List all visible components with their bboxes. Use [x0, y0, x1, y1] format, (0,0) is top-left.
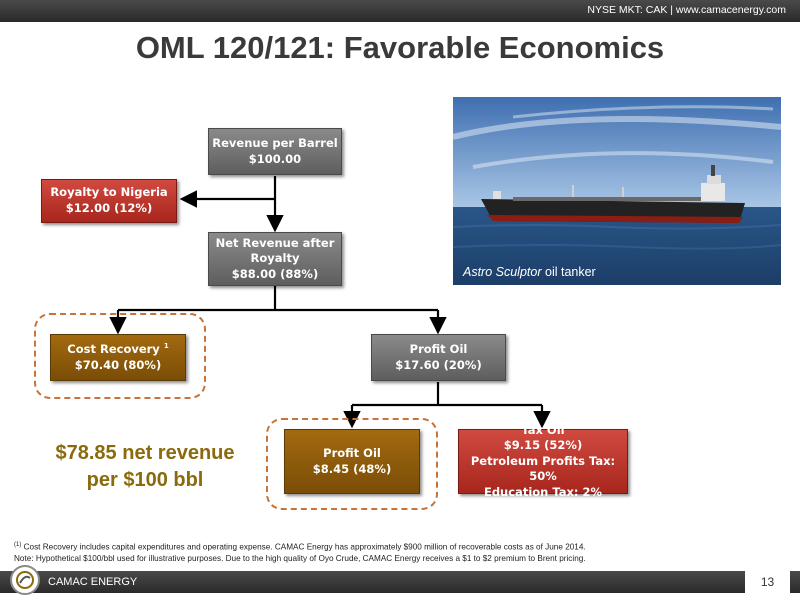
revenue-per-barrel-box: Revenue per Barrel $100.00 [208, 128, 342, 175]
cost-recovery-highlight [34, 313, 206, 399]
footnote-1: (1) Cost Recovery includes capital expen… [14, 542, 586, 552]
ticker-text: NYSE MKT: CAK | www.camacenergy.com [587, 4, 786, 16]
royalty-box: Royalty to Nigeria $12.00 (12%) [41, 179, 177, 223]
profit-oil-box: Profit Oil $17.60 (20%) [371, 334, 506, 381]
footnote-note: Note: Hypothetical $100/bbl used for ill… [14, 553, 586, 563]
net-revenue-summary: $78.85 net revenue per $100 bbl [55, 442, 235, 491]
tanker-photo: Astro Sculptor oil tanker [453, 97, 781, 285]
contractor-profit-oil-box: Profit Oil $8.45 (48%) [284, 429, 420, 494]
company-name: CAMAC ENERGY [48, 576, 138, 588]
contractor-profit-highlight [266, 418, 438, 510]
photo-caption: Astro Sculptor oil tanker [463, 265, 596, 279]
header-bar: NYSE MKT: CAK | www.camacenergy.com [0, 0, 800, 22]
cost-recovery-box: Cost Recovery 1 $70.40 (80%) [50, 334, 186, 381]
footnotes: (1) Cost Recovery includes capital expen… [14, 541, 586, 564]
camac-logo-icon [10, 565, 40, 595]
footer-bar [0, 571, 800, 593]
page-number: 13 [745, 571, 790, 593]
slide-title: OML 120/121: Favorable Economics [135, 30, 665, 65]
tax-oil-box: Tax Oil $9.15 (52%) Petroleum Profits Ta… [458, 423, 628, 499]
net-revenue-box: Net Revenue after Royalty $88.00 (88%) [208, 232, 342, 286]
